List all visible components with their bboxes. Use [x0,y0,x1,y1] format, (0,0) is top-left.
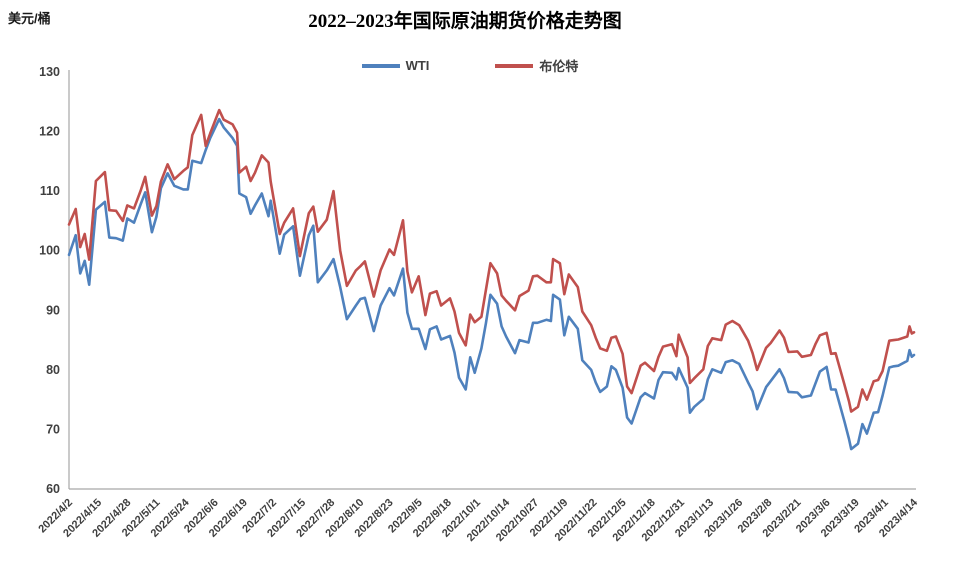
y-tick-label: 60 [46,482,60,496]
legend-item-wti: WTI [361,56,430,75]
y-tick-label: 90 [46,303,60,317]
y-tick-label: 130 [39,65,60,79]
y-tick-label: 80 [46,363,60,377]
y-tick-label: 120 [39,125,60,139]
legend-item-brent: 布伦特 [495,56,578,75]
brent-line-swatch [495,63,534,68]
axis-lines [68,70,916,490]
wti-line [67,117,916,451]
legend: WTI 布伦特 [0,56,940,75]
chart-title: 2022–2023年国际原油期货价格走势图 [308,11,622,32]
x-axis-labels: 2022/4/22022/4/152022/4/282022/5/112022/… [36,496,920,544]
brent-line [67,108,916,413]
y-tick-label: 70 [46,422,60,436]
y-axis-labels: 60 70 80 90 100 110 120 130 [39,65,60,496]
y-tick-label: 100 [39,244,60,258]
wti-legend-label: WTI [405,58,430,73]
y-axis-unit-label: 美元/桶 [8,11,51,26]
wti-line-swatch [361,63,400,68]
y-tick-label: 110 [40,184,60,198]
brent-legend-label: 布伦特 [539,59,579,74]
